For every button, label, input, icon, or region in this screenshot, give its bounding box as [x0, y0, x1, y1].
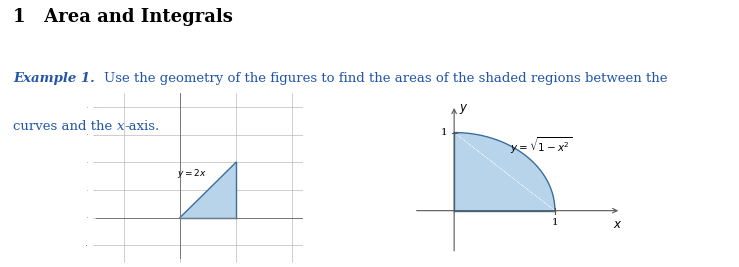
Text: $y{=}2x$: $y{=}2x$ — [177, 167, 207, 180]
Text: $x$: $x$ — [613, 218, 622, 231]
Text: 1: 1 — [551, 218, 558, 227]
Text: curves and the: curves and the — [13, 120, 117, 133]
Polygon shape — [180, 162, 236, 218]
Text: x: x — [117, 120, 124, 133]
Text: 1: 1 — [440, 128, 447, 137]
Text: $y$: $y$ — [459, 102, 469, 116]
Text: 1   Area and Integrals: 1 Area and Integrals — [13, 8, 234, 26]
Text: -axis.: -axis. — [124, 120, 160, 133]
Polygon shape — [454, 132, 555, 211]
Text: Use the geometry of the figures to find the areas of the shaded regions between : Use the geometry of the figures to find … — [87, 72, 668, 85]
Text: $y = \sqrt{1 - x^2}$: $y = \sqrt{1 - x^2}$ — [510, 135, 572, 156]
Text: Example 1.: Example 1. — [13, 72, 95, 85]
